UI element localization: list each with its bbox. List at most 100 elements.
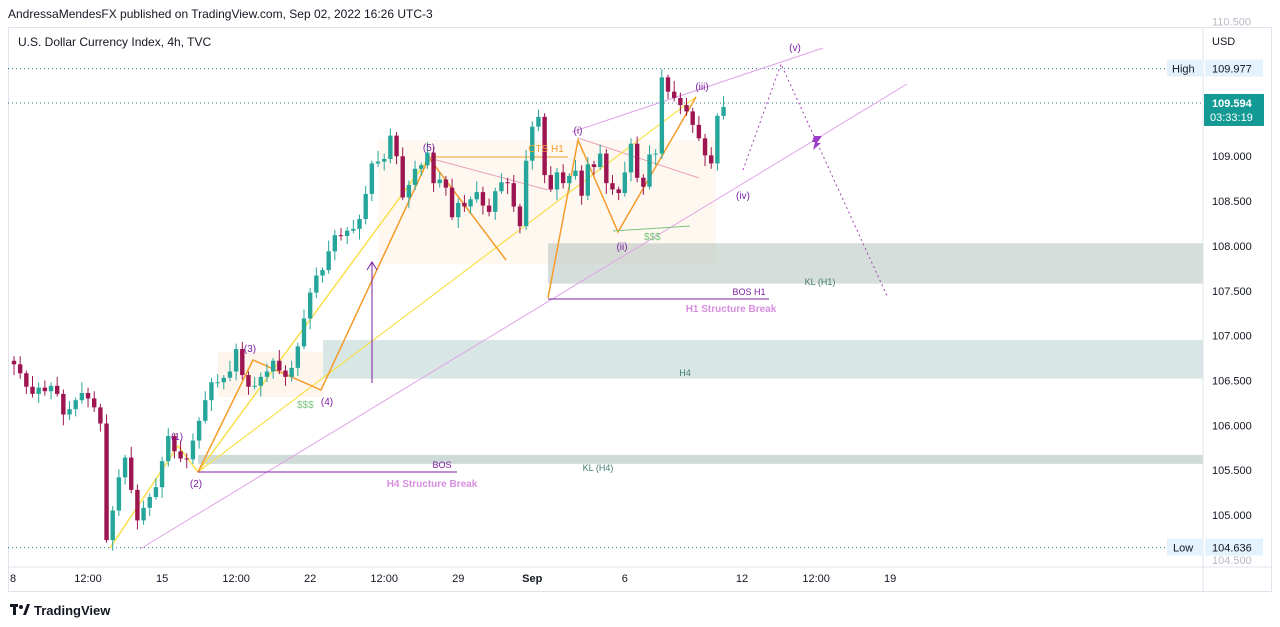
- candle-body: [11, 360, 17, 365]
- candle-body: [264, 371, 270, 377]
- candle-body: [542, 116, 547, 176]
- candle-body: [172, 436, 177, 452]
- x-tick-label: 15: [156, 573, 168, 585]
- candle-body: [591, 164, 597, 168]
- candle-body: [48, 385, 54, 392]
- high-value: 109.977: [1212, 64, 1252, 76]
- y-tick-label: 107.500: [1212, 286, 1252, 298]
- candle-body: [344, 230, 350, 237]
- candle-countdown: 03:33:19: [1210, 112, 1253, 124]
- footer: TradingView: [10, 601, 110, 619]
- candle-body: [641, 177, 646, 187]
- candle-body: [67, 409, 72, 415]
- kl-h1-zone: [548, 243, 1203, 284]
- y-tick-label: 105.000: [1212, 510, 1252, 522]
- h4-structure-break-label: H4 Structure Break: [387, 479, 478, 490]
- wave-label-3: (3): [244, 344, 256, 355]
- candle-body: [517, 206, 523, 227]
- candle-body: [412, 168, 418, 185]
- candle-body: [314, 275, 319, 293]
- low-value-box: [1205, 538, 1263, 556]
- candle-body: [283, 370, 288, 377]
- candle-body: [622, 172, 628, 194]
- candle-body: [610, 183, 615, 190]
- candle-body: [604, 153, 609, 184]
- tradingview-logo-icon: [10, 604, 30, 615]
- candle-body: [147, 497, 152, 508]
- candle-body: [456, 202, 461, 218]
- candle-body: [307, 292, 313, 319]
- candle-body: [375, 161, 381, 164]
- liquidity-label-2: $$$: [644, 232, 661, 243]
- candle-body: [480, 192, 486, 206]
- candle-body: [684, 105, 689, 112]
- candle-body: [659, 77, 665, 154]
- candle-body: [406, 184, 412, 198]
- candle-body: [17, 364, 23, 374]
- candle-body: [597, 153, 603, 168]
- candle-body: [277, 360, 282, 371]
- candle-body: [493, 191, 498, 212]
- wave-label-1: (1): [171, 432, 183, 443]
- x-tick-label: 19: [884, 573, 896, 585]
- candle-body: [178, 451, 183, 459]
- candle-body: [73, 400, 78, 410]
- candle-body: [585, 164, 591, 196]
- candle-body: [579, 170, 584, 196]
- y-tick-label: 108.500: [1212, 196, 1252, 208]
- y-tick-label: 105.500: [1212, 465, 1252, 477]
- bos-h1-label: BOS H1: [732, 287, 765, 297]
- current-price-value: 109.594: [1212, 98, 1253, 110]
- liquidity-label-1: $$$: [297, 400, 314, 411]
- candle-body: [92, 398, 97, 408]
- wave-label-2: (2): [190, 479, 202, 490]
- candle-body: [647, 154, 652, 187]
- candle-body: [560, 172, 566, 184]
- candle-body: [634, 143, 640, 178]
- candle-body: [690, 111, 695, 125]
- y-tick-label: 108.000: [1212, 241, 1252, 253]
- candle-body: [104, 423, 109, 541]
- kl-h1-label: KL (H1): [805, 277, 836, 287]
- candle-body: [486, 205, 492, 212]
- candle-body: [462, 202, 467, 207]
- candle-body: [209, 382, 214, 401]
- kl-h4-zone: [198, 454, 1203, 464]
- candle-body: [351, 228, 356, 231]
- cts-h1-label: CTS H1: [528, 144, 564, 155]
- candle-body: [30, 386, 35, 394]
- candle-body: [437, 179, 442, 184]
- x-tick-label: 8: [10, 573, 16, 585]
- high-label-box: [1167, 59, 1203, 77]
- sss-line: [612, 225, 691, 232]
- candle-body: [326, 251, 331, 271]
- candle-body: [301, 318, 307, 347]
- low-value: 104.636: [1212, 543, 1252, 555]
- candle-body: [196, 420, 202, 441]
- candle-body: [530, 126, 535, 161]
- candle-body: [616, 189, 621, 194]
- candle-body: [709, 155, 714, 164]
- high-label: High: [1172, 64, 1195, 76]
- candle-body: [332, 235, 338, 252]
- candle-body: [338, 235, 344, 237]
- candle-body: [653, 153, 658, 155]
- chart-frame: [8, 27, 1272, 592]
- candle-body: [221, 377, 226, 383]
- upper-channel-line: [571, 47, 824, 133]
- x-tick-label: 6: [622, 573, 628, 585]
- candle-body: [419, 165, 424, 169]
- orange-wave-line-1: [197, 156, 507, 473]
- candle-body: [382, 158, 387, 162]
- bos-label: BOS: [432, 460, 451, 470]
- candle-body: [110, 510, 115, 541]
- x-tick-label: 12:00: [222, 573, 250, 585]
- candle-body: [252, 385, 257, 387]
- candle-body: [665, 77, 671, 92]
- candle-body: [320, 270, 325, 276]
- candle-body: [98, 407, 103, 424]
- candle-body: [42, 387, 48, 392]
- h1-structure-break-label: H1 Structure Break: [686, 304, 777, 315]
- wave-label-ii: (ii): [616, 242, 627, 253]
